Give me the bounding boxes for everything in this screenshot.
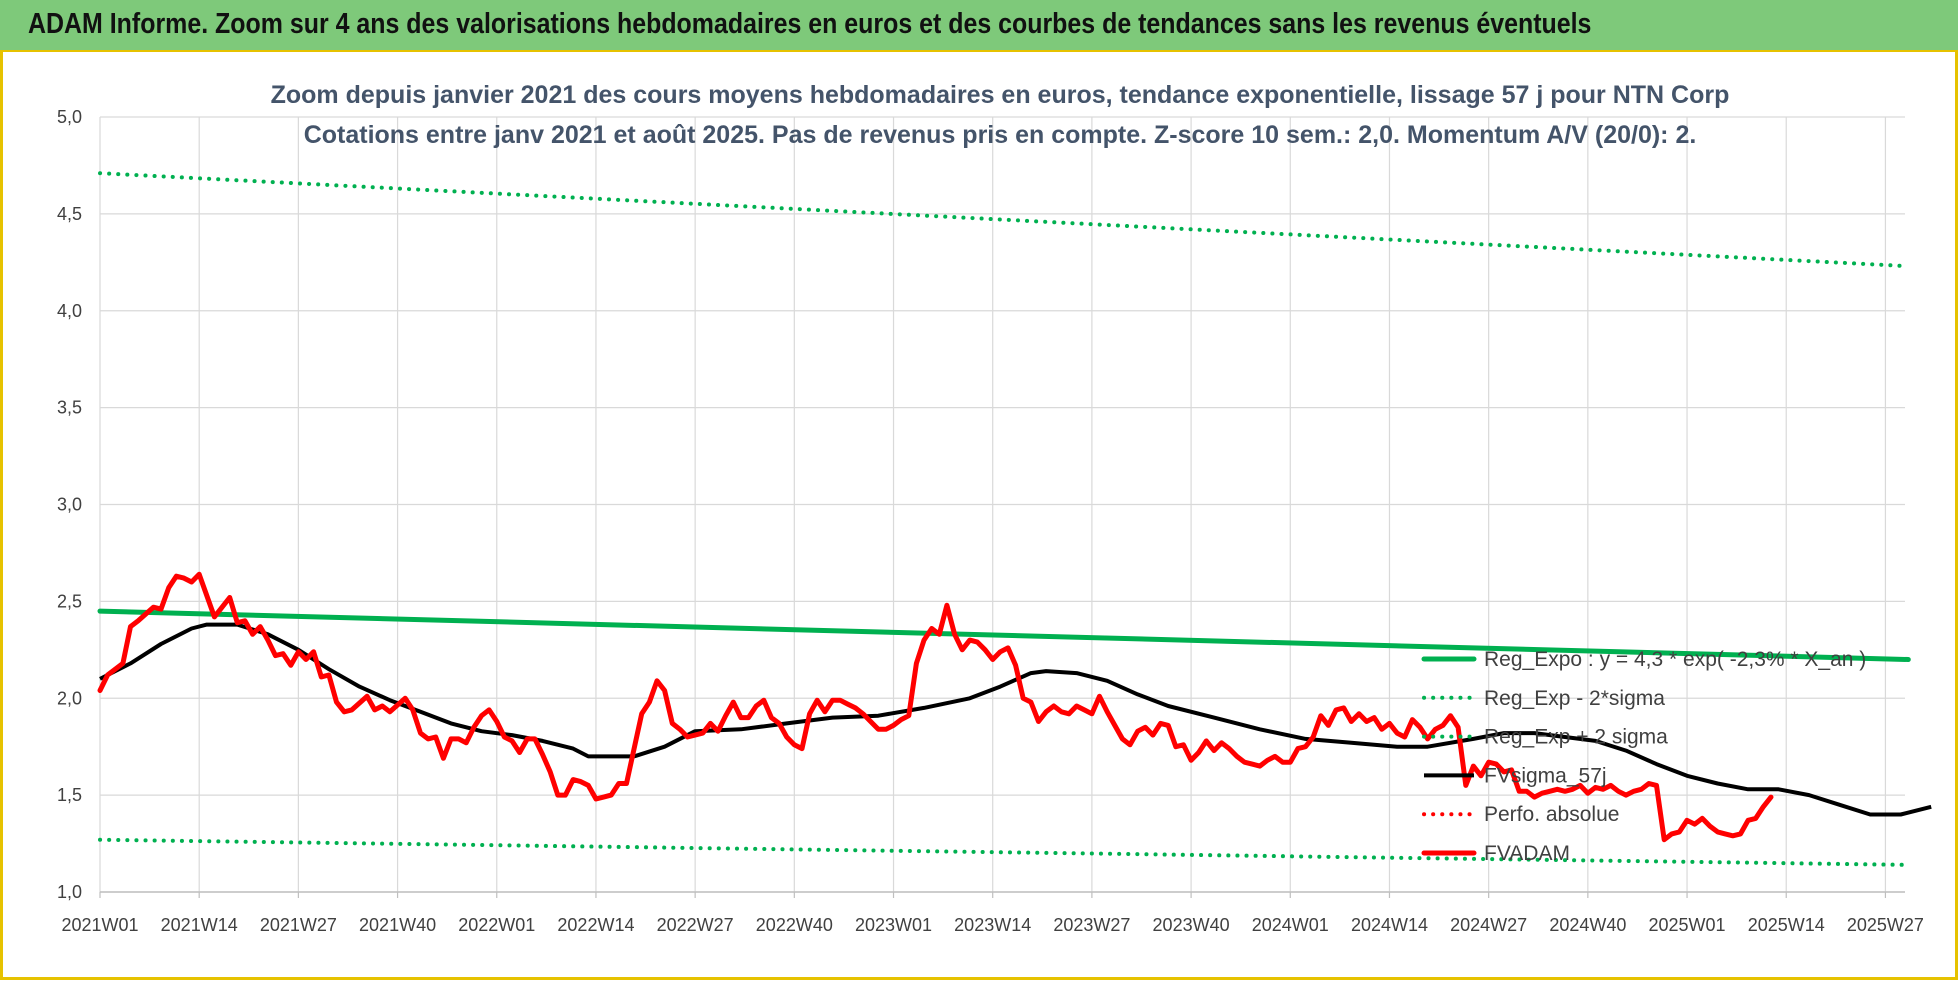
y-tick-label: 3,5 bbox=[57, 398, 82, 418]
y-tick-label: 5,0 bbox=[57, 107, 82, 127]
chart-grid bbox=[99, 116, 1905, 893]
x-tick-label: 2021W14 bbox=[161, 915, 238, 935]
x-tick-label: 2024W14 bbox=[1351, 915, 1428, 935]
y-tick-label: 1,0 bbox=[57, 882, 82, 902]
legend-label: Perfo. absolue bbox=[1484, 803, 1619, 826]
series-line-3 bbox=[99, 622, 1932, 817]
x-tick-label: 2024W40 bbox=[1549, 915, 1626, 935]
x-tick-label: 2023W14 bbox=[954, 915, 1031, 935]
x-tick-label: 2025W27 bbox=[1847, 915, 1924, 935]
y-tick-label: 4,0 bbox=[57, 301, 82, 321]
x-axis: 2021W01 2021W14 2021W27 2021W40 2022W01 2022W… bbox=[61, 891, 1924, 935]
x-tick-label: 2022W40 bbox=[756, 915, 833, 935]
x-tick-label: 2022W01 bbox=[458, 915, 535, 935]
legend-label: FVADAM bbox=[1484, 842, 1570, 865]
x-tick-label: 2021W27 bbox=[260, 915, 337, 935]
legend-label: FVsigma_57j bbox=[1484, 764, 1607, 787]
x-tick-label: 2022W14 bbox=[557, 915, 634, 935]
series-line-0 bbox=[97, 608, 1911, 662]
series-line-1 bbox=[98, 837, 1911, 867]
x-tick-label: 2025W01 bbox=[1649, 915, 1726, 935]
chart-title: Zoom depuis janvier 2021 des cours moyen… bbox=[271, 81, 1730, 109]
y-axis: 1,0 1,5 2,0 2,5 3,0 3,5 4,0 4,5 5,0 bbox=[57, 107, 82, 902]
y-tick-label: 1,5 bbox=[57, 785, 82, 805]
x-tick-label: 2024W01 bbox=[1252, 915, 1329, 935]
chart-frame bbox=[0, 52, 1958, 980]
chart-subtitle: Cotations entre janv 2021 et août 2025. … bbox=[304, 121, 1697, 149]
x-tick-label: 2025W14 bbox=[1748, 915, 1825, 935]
y-tick-label: 3,0 bbox=[57, 495, 82, 515]
legend-label: Reg_Expo : y = 4,3 * exp( -2,3% * X_an ) bbox=[1484, 648, 1866, 671]
x-tick-label: 2024W27 bbox=[1450, 915, 1527, 935]
y-tick-label: 2,5 bbox=[57, 591, 82, 611]
y-tick-label: 2,0 bbox=[57, 688, 82, 708]
x-tick-label: 2022W27 bbox=[657, 915, 734, 935]
x-tick-label: 2021W40 bbox=[359, 915, 436, 935]
series-line-5 bbox=[97, 571, 1774, 843]
x-tick-label: 2023W27 bbox=[1053, 915, 1130, 935]
x-tick-label: 2021W01 bbox=[61, 915, 138, 935]
legend-label: Reg_Exp - 2*sigma bbox=[1484, 687, 1665, 710]
series-line-2 bbox=[98, 171, 1911, 269]
x-tick-label: 2023W01 bbox=[855, 915, 932, 935]
y-tick-label: 4,5 bbox=[57, 204, 82, 224]
legend: Reg_Expo : y = 4,3 * exp( -2,3% * X_an )… bbox=[1421, 648, 1866, 865]
plot-series bbox=[97, 171, 1932, 867]
legend-label: Reg_Exp + 2 sigma bbox=[1484, 726, 1668, 749]
title-banner: ADAM Informe. Zoom sur 4 ans des valoris… bbox=[0, 0, 1958, 52]
banner-title: ADAM Informe. Zoom sur 4 ans des valoris… bbox=[28, 8, 1592, 40]
x-tick-label: 2023W40 bbox=[1153, 915, 1230, 935]
